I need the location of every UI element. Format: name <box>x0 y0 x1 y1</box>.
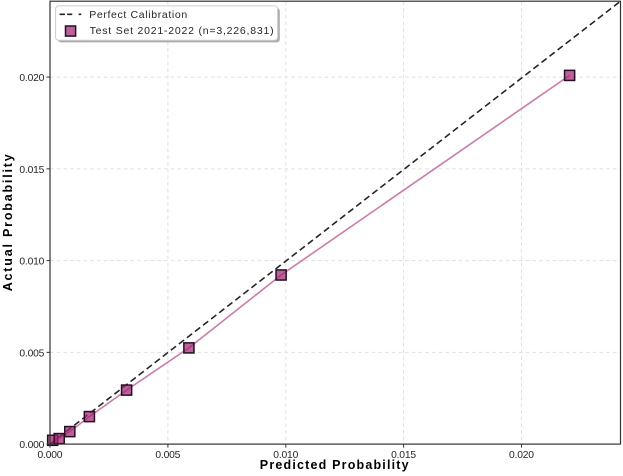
svg-text:0.020: 0.020 <box>509 450 534 461</box>
svg-text:0.015: 0.015 <box>391 450 416 461</box>
svg-text:0.010: 0.010 <box>19 257 44 268</box>
svg-text:0.000: 0.000 <box>38 450 63 461</box>
svg-text:Perfect Calibration: Perfect Calibration <box>89 9 187 21</box>
svg-text:0.010: 0.010 <box>273 450 298 461</box>
svg-text:0.000: 0.000 <box>19 440 44 451</box>
svg-text:0.005: 0.005 <box>19 348 44 359</box>
svg-text:0.015: 0.015 <box>19 165 44 176</box>
svg-text:0.005: 0.005 <box>155 450 180 461</box>
svg-text:Test Set 2021-2022 (n=3,226,83: Test Set 2021-2022 (n=3,226,831) <box>90 25 274 37</box>
svg-text:0.020: 0.020 <box>19 73 44 84</box>
svg-text:Predicted Probability: Predicted Probability <box>260 458 409 472</box>
svg-text:Actual Probability: Actual Probability <box>1 154 15 291</box>
